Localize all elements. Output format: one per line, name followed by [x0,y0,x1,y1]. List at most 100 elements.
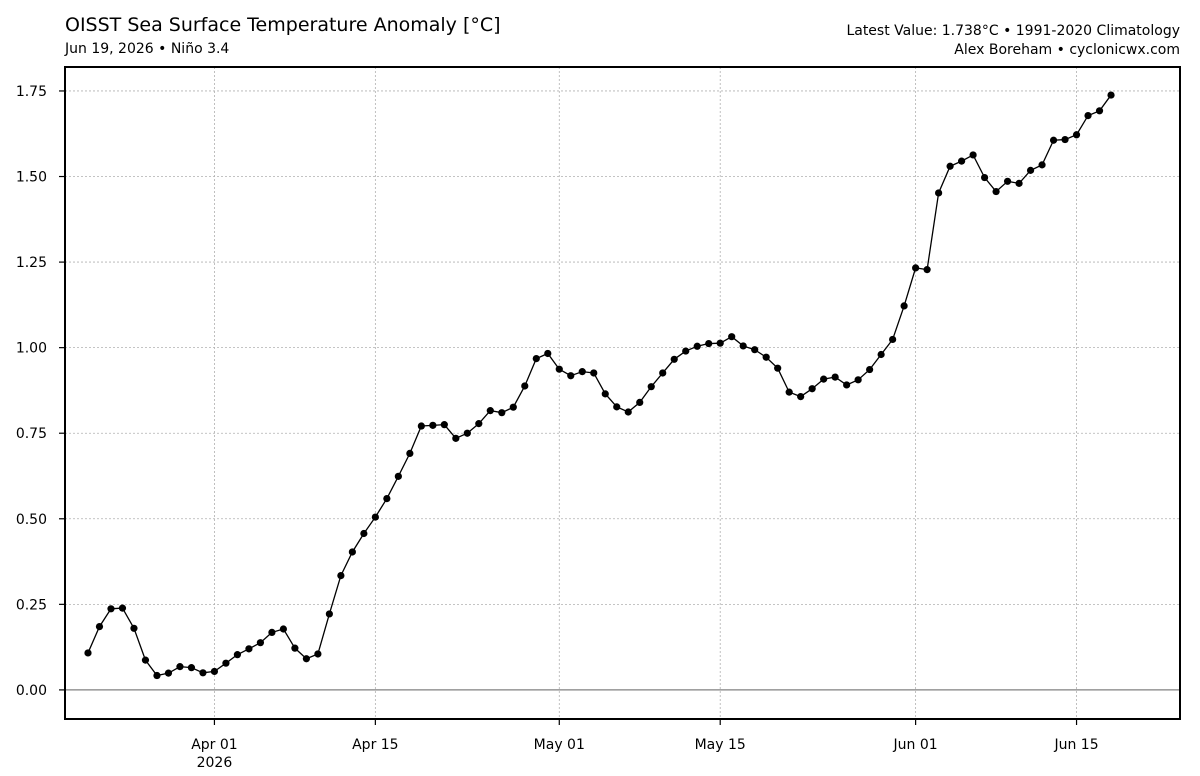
data-point [751,346,759,354]
data-point [521,382,529,390]
chart-subtitle: Jun 19, 2026 • Niño 3.4 [65,41,230,57]
data-point [659,369,667,377]
data-point [222,659,230,667]
data-point [1084,112,1092,120]
data-point [1072,131,1081,139]
data-point [314,650,322,658]
data-point [912,264,920,272]
data-point [1003,177,1012,185]
y-tick-label: 0.25 [16,597,47,613]
data-point [498,409,506,417]
data-point [210,667,219,676]
y-tick-label: 1.50 [16,170,47,186]
data-point [371,513,379,521]
data-point [429,421,437,429]
chart-title: OISST Sea Surface Temperature Anomaly [°… [65,14,501,36]
data-point [877,350,885,359]
data-point [452,434,460,442]
y-tick-label: 0.75 [16,426,47,442]
data-point [774,364,782,372]
x-tick-label: Jun 01 [893,737,938,753]
data-point [130,624,138,632]
y-tick-label: 1.75 [16,84,47,100]
data-point [647,383,655,391]
data-point [958,157,966,165]
data-point [199,669,207,677]
data-point [1061,135,1069,144]
data-point [820,375,828,383]
data-point [325,610,333,618]
data-point [889,335,897,344]
data-point [84,649,92,657]
data-point [360,529,368,538]
data-point [256,639,265,647]
latest-value-text: Latest Value: 1.738°C • 1991-2020 Climat… [846,23,1180,39]
x-tick-label: Apr 15 [352,737,398,753]
y-tick-label: 1.25 [16,255,47,271]
data-point [245,645,253,653]
data-point [762,353,770,361]
plot-frame [64,66,1181,720]
data-point [613,403,621,411]
x-tick-label: May 01 [534,737,585,753]
data-point [980,173,989,182]
data-point [164,669,173,677]
data-point [555,365,563,373]
data-point [567,372,575,380]
x-tick-label: Apr 01 [191,737,237,753]
data-point [544,349,552,358]
data-point [601,390,609,398]
series-line [87,94,1112,677]
data-point [268,628,276,637]
data-point [808,385,816,393]
data-point [107,605,115,613]
y-tick-label: 0.50 [16,512,47,528]
y-tick-label: 1.00 [16,341,47,357]
series-group [84,91,1115,680]
data-point [1015,179,1023,187]
data-point [854,376,862,384]
data-point [1107,91,1115,99]
data-point [624,408,632,416]
data-point [291,644,299,652]
data-point [670,355,678,363]
axes-group: 0.00 0.25 0.50 0.75 1.00 1.25 1.50 1.75 Apr 01 20… [16,84,1099,771]
data-point [406,449,414,458]
data-point [176,663,184,671]
data-point [440,421,448,429]
data-point [95,622,104,631]
data-point [739,342,747,350]
data-point [302,655,310,663]
x-tick-label: Jun 15 [1053,737,1098,753]
data-point [118,604,127,612]
data-point [486,407,494,415]
data-point [831,373,839,381]
data-point [475,420,483,428]
attribution-text: Alex Boreham • cyclonicwx.com [954,42,1180,58]
data-point [141,656,150,664]
data-point [153,671,161,680]
data-point [866,365,874,374]
y-tick-label: 0.00 [16,683,47,699]
data-point [728,333,736,341]
data-point [187,664,196,672]
data-point [463,429,471,437]
data-point [946,162,954,170]
data-point [969,151,977,159]
chart-info: Latest Value: 1.738°C • 1991-2020 Climat… [846,22,1180,60]
data-point [233,651,242,659]
data-point [532,355,540,363]
data-point [716,339,724,347]
data-point [279,625,287,633]
grid-lines [65,67,1180,719]
data-point [1038,161,1046,169]
data-point [900,302,908,310]
data-point [1095,107,1104,115]
data-point [797,392,805,401]
data-point [509,403,517,411]
x-tick-sublabel: 2026 [197,755,233,771]
data-point [923,266,931,274]
data-point [383,494,391,503]
data-point [705,339,713,348]
